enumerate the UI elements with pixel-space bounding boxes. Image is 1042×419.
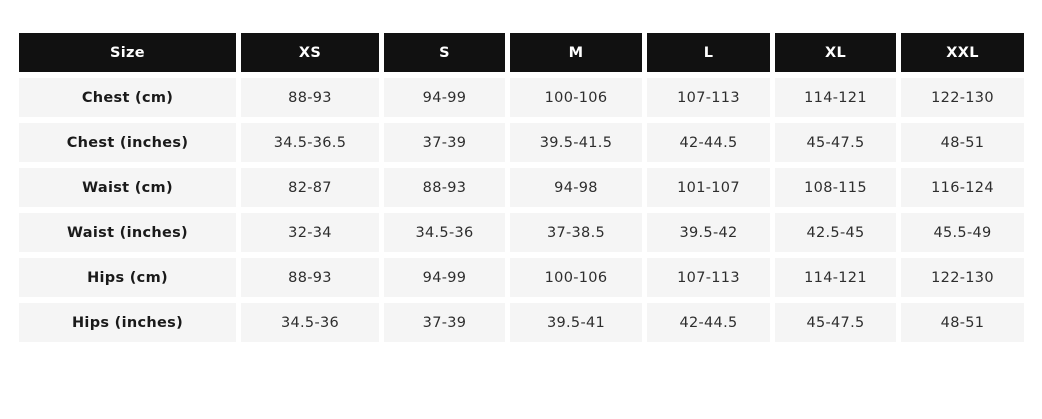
size-value-cell: 37-38.5 <box>510 213 642 252</box>
size-value-cell: 48-51 <box>901 303 1024 342</box>
row-label: Waist (inches) <box>19 213 236 252</box>
table-row-waist-cm: Waist (cm) 82-87 88-93 94-98 101-107 108… <box>19 168 1024 207</box>
size-value-cell: 42-44.5 <box>647 303 770 342</box>
column-header-xs: XS <box>241 33 379 72</box>
size-value-cell: 42-44.5 <box>647 123 770 162</box>
size-value-cell: 108-115 <box>775 168 896 207</box>
table-header-row: Size XS S M L XL XXL <box>19 33 1024 72</box>
size-value-cell: 82-87 <box>241 168 379 207</box>
size-value-cell: 39.5-41.5 <box>510 123 642 162</box>
size-value-cell: 94-99 <box>384 258 505 297</box>
size-value-cell: 48-51 <box>901 123 1024 162</box>
table-row-chest-inches: Chest (inches) 34.5-36.5 37-39 39.5-41.5… <box>19 123 1024 162</box>
size-value-cell: 94-98 <box>510 168 642 207</box>
column-header-xxl: XXL <box>901 33 1024 72</box>
column-header-xl: XL <box>775 33 896 72</box>
column-header-l: L <box>647 33 770 72</box>
size-chart-table: Size XS S M L XL XXL Chest (cm) 88-93 94… <box>14 27 1029 348</box>
size-value-cell: 122-130 <box>901 78 1024 117</box>
size-value-cell: 100-106 <box>510 258 642 297</box>
size-value-cell: 45-47.5 <box>775 303 896 342</box>
size-value-cell: 122-130 <box>901 258 1024 297</box>
size-value-cell: 88-93 <box>241 258 379 297</box>
size-value-cell: 100-106 <box>510 78 642 117</box>
column-header-size: Size <box>19 33 236 72</box>
size-value-cell: 45.5-49 <box>901 213 1024 252</box>
size-value-cell: 88-93 <box>241 78 379 117</box>
row-label: Hips (cm) <box>19 258 236 297</box>
size-value-cell: 42.5-45 <box>775 213 896 252</box>
column-header-m: M <box>510 33 642 72</box>
size-value-cell: 94-99 <box>384 78 505 117</box>
size-value-cell: 116-124 <box>901 168 1024 207</box>
size-chart: Size XS S M L XL XXL Chest (cm) 88-93 94… <box>14 27 1029 348</box>
size-value-cell: 32-34 <box>241 213 379 252</box>
row-label: Chest (inches) <box>19 123 236 162</box>
size-value-cell: 88-93 <box>384 168 505 207</box>
table-row-hips-cm: Hips (cm) 88-93 94-99 100-106 107-113 11… <box>19 258 1024 297</box>
size-value-cell: 34.5-36 <box>384 213 505 252</box>
row-label: Hips (inches) <box>19 303 236 342</box>
size-value-cell: 37-39 <box>384 303 505 342</box>
size-value-cell: 45-47.5 <box>775 123 896 162</box>
column-header-s: S <box>384 33 505 72</box>
size-value-cell: 101-107 <box>647 168 770 207</box>
size-value-cell: 114-121 <box>775 78 896 117</box>
size-value-cell: 107-113 <box>647 78 770 117</box>
size-value-cell: 39.5-41 <box>510 303 642 342</box>
table-row-waist-inches: Waist (inches) 32-34 34.5-36 37-38.5 39.… <box>19 213 1024 252</box>
size-value-cell: 34.5-36 <box>241 303 379 342</box>
size-value-cell: 107-113 <box>647 258 770 297</box>
row-label: Chest (cm) <box>19 78 236 117</box>
size-value-cell: 114-121 <box>775 258 896 297</box>
size-value-cell: 34.5-36.5 <box>241 123 379 162</box>
size-value-cell: 37-39 <box>384 123 505 162</box>
row-label: Waist (cm) <box>19 168 236 207</box>
table-row-hips-inches: Hips (inches) 34.5-36 37-39 39.5-41 42-4… <box>19 303 1024 342</box>
size-value-cell: 39.5-42 <box>647 213 770 252</box>
table-row-chest-cm: Chest (cm) 88-93 94-99 100-106 107-113 1… <box>19 78 1024 117</box>
